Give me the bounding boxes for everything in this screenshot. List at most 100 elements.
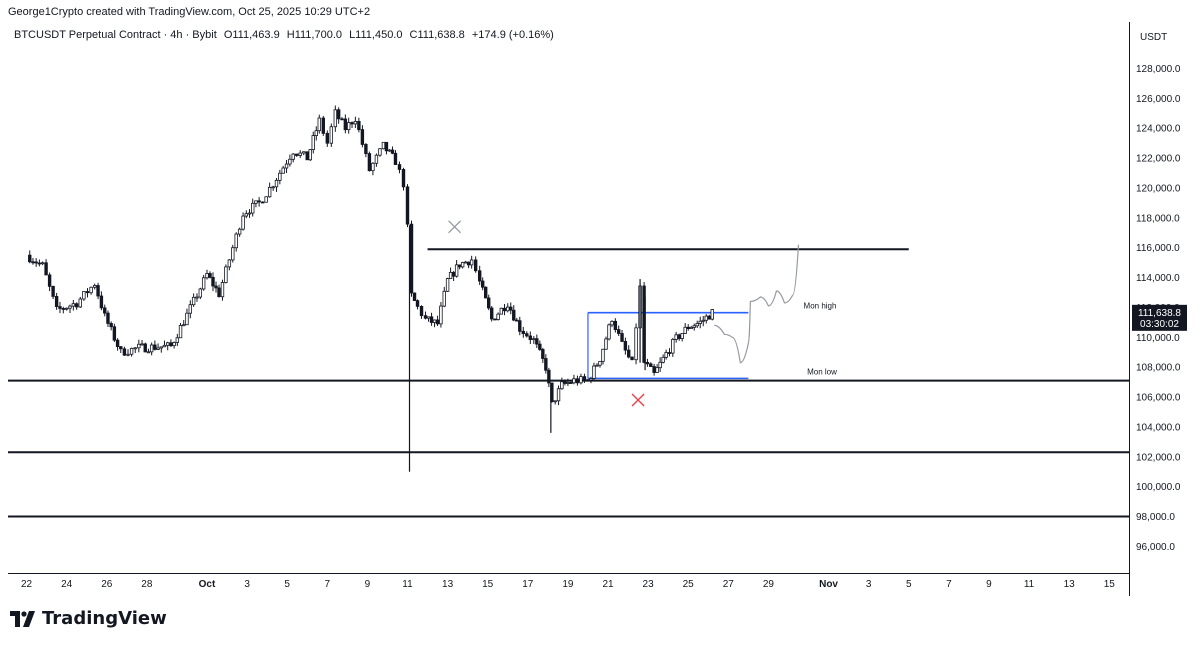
candle (469, 259, 474, 266)
candle (423, 315, 428, 319)
price-tick-label: 120,000.0 (1136, 183, 1181, 194)
candle (544, 358, 548, 371)
candle (333, 109, 338, 128)
candle (298, 152, 302, 156)
candle (149, 344, 154, 353)
candle (291, 153, 295, 160)
tradingview-logo[interactable]: TradingView (10, 608, 167, 629)
candle (64, 307, 69, 310)
candle (195, 296, 199, 299)
candle (321, 117, 325, 134)
candle (241, 215, 245, 230)
candle (178, 325, 183, 339)
time-tick-label: 5 (906, 579, 912, 590)
candle (671, 339, 675, 354)
time-tick-label: 23 (643, 579, 655, 590)
red-x-marker[interactable] (631, 393, 645, 407)
time-tick-label: 24 (61, 579, 73, 590)
candle (278, 172, 282, 181)
candle (103, 307, 107, 314)
x-marker-stroke (631, 393, 645, 407)
price-tick-label: 110,000.0 (1136, 333, 1180, 344)
candle (146, 351, 151, 354)
candle (532, 338, 536, 341)
time-tick-label: 29 (763, 579, 775, 590)
candle (535, 338, 539, 345)
projection-path[interactable] (714, 244, 800, 364)
candle (630, 356, 634, 361)
time-tick-label: 27 (723, 579, 735, 590)
candle (143, 343, 147, 353)
mon-high-label: Mon high (804, 302, 837, 311)
candle (415, 300, 420, 307)
price-tick-label: 124,000.0 (1136, 124, 1181, 135)
candle (397, 164, 402, 170)
candle (710, 309, 714, 320)
gray-x-marker[interactable] (448, 220, 462, 234)
candle (483, 286, 488, 299)
time-tick-label: 7 (325, 579, 331, 590)
price-tick-label: 122,000.0 (1136, 154, 1181, 165)
candle (683, 326, 687, 334)
time-tick-label: 3 (244, 579, 250, 590)
candle (547, 369, 551, 384)
candle (477, 270, 482, 282)
candle (34, 261, 38, 264)
candle (115, 339, 120, 348)
candle (295, 153, 299, 156)
level-lines[interactable] (8, 248, 1129, 518)
time-tick-label: 28 (141, 579, 153, 590)
candle (563, 381, 567, 384)
candle (525, 333, 529, 337)
candle (701, 319, 705, 322)
price-tick-label: 108,000.0 (1136, 363, 1181, 374)
time-tick-label: 22 (21, 579, 33, 590)
candle (234, 233, 238, 249)
candle (267, 186, 272, 198)
symbol-name[interactable]: BTCUSDT Perpetual Contract · 4h · Bybit (14, 29, 217, 41)
candle (85, 291, 90, 294)
candle (658, 361, 662, 369)
candle (432, 319, 437, 323)
time-axis[interactable]: 22 24 26 28 Oct 3 5 7 9 11 13 15 17 19 21 23 25 27 29 Nov 3 5… (21, 579, 1115, 590)
candle (686, 326, 690, 330)
candle (198, 288, 203, 298)
candle (82, 291, 86, 300)
ohlc-high: H111,700.0 (286, 29, 342, 41)
markers[interactable] (448, 220, 645, 407)
tradingview-wordmark: TradingView (42, 608, 167, 629)
time-tick-label: Nov (819, 579, 838, 590)
candle (509, 306, 513, 311)
time-tick-label: 7 (946, 579, 952, 590)
price-tick-label: 118,000.0 (1136, 213, 1180, 224)
candle (336, 109, 341, 120)
candle (302, 151, 306, 154)
candle (429, 316, 434, 323)
candle (586, 379, 590, 382)
candle (466, 261, 471, 266)
symbol-legend: BTCUSDT Perpetual Contract · 4h · Bybit … (14, 29, 558, 41)
candle (419, 306, 424, 317)
candle (378, 148, 382, 156)
candle (698, 320, 702, 324)
candle (251, 202, 255, 214)
candle (109, 323, 113, 328)
candles[interactable] (28, 105, 714, 472)
candle (518, 320, 522, 332)
price-axis-unit: USDT (1140, 32, 1167, 43)
candle (405, 186, 410, 225)
candle (188, 304, 192, 314)
time-tick-label: 9 (365, 579, 371, 590)
candle (153, 344, 157, 350)
candle (137, 343, 141, 349)
candle (317, 117, 321, 132)
candle (353, 120, 358, 125)
ohlc-low: L111,450.0 (349, 29, 403, 41)
candle (47, 274, 52, 287)
candle (598, 360, 602, 366)
candle (521, 330, 525, 335)
candle (457, 264, 462, 268)
candle (677, 334, 681, 339)
projection-line[interactable] (714, 244, 800, 364)
